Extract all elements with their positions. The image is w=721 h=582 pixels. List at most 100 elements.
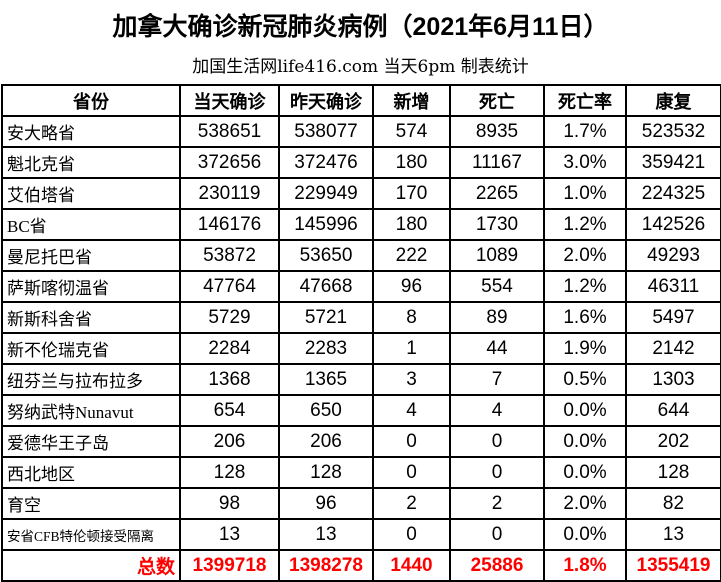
value-cell: 53650 — [278, 239, 374, 272]
value-cell: 650 — [278, 394, 374, 427]
value-cell: 0 — [372, 425, 451, 458]
total-deaths: 25886 — [449, 549, 545, 582]
value-cell: 13 — [179, 518, 280, 551]
province-cell: 纽芬兰与拉布拉多 — [1, 363, 181, 396]
value-cell: 4 — [372, 394, 451, 427]
province-cell: 曼尼托巴省 — [1, 239, 181, 272]
table-row: 纽芬兰与拉布拉多 1368 1365 3 7 0.5% 1303 — [1, 363, 721, 396]
value-cell: 170 — [372, 177, 451, 210]
table-row: 西北地区 128 128 0 0 0.0% 128 — [1, 456, 721, 489]
column-header-death-rate: 死亡率 — [543, 84, 627, 117]
value-cell: 8 — [372, 301, 451, 334]
value-cell: 98 — [179, 487, 280, 520]
value-cell: 372656 — [179, 146, 280, 179]
column-header-today-confirmed: 当天确诊 — [179, 84, 280, 117]
value-cell: 644 — [625, 394, 721, 427]
value-cell: 96 — [278, 487, 374, 520]
total-label: 总数 — [1, 549, 181, 582]
column-header-deaths: 死亡 — [449, 84, 545, 117]
value-cell: 2 — [449, 487, 545, 520]
value-cell: 5729 — [179, 301, 280, 334]
value-cell: 1.2% — [543, 270, 627, 303]
province-cell: 西北地区 — [1, 456, 181, 489]
value-cell: 574 — [372, 115, 451, 148]
value-cell: 1.7% — [543, 115, 627, 148]
value-cell: 3 — [372, 363, 451, 396]
province-cell: 艾伯塔省 — [1, 177, 181, 210]
value-cell: 180 — [372, 146, 451, 179]
value-cell: 554 — [449, 270, 545, 303]
province-cell: 安省CFB特伦顿接受隔离 — [1, 518, 181, 551]
value-cell: 11167 — [449, 146, 545, 179]
value-cell: 654 — [179, 394, 280, 427]
value-cell: 1.9% — [543, 332, 627, 365]
province-cell: 育空 — [1, 487, 181, 520]
table-row: 曼尼托巴省 53872 53650 222 1089 2.0% 49293 — [1, 239, 721, 272]
value-cell: 538077 — [278, 115, 374, 148]
table-row: 艾伯塔省 230119 229949 170 2265 1.0% 224325 — [1, 177, 721, 210]
value-cell: 1730 — [449, 208, 545, 241]
covid-stats-table: 省份 当天确诊 昨天确诊 新增 死亡 死亡率 康复 安大略省 538651 5380… — [1, 84, 721, 582]
total-new-cases: 1440 — [372, 549, 451, 582]
value-cell: 1303 — [625, 363, 721, 396]
total-recovered: 1355419 — [625, 549, 721, 582]
province-cell: 安大略省 — [1, 115, 181, 148]
value-cell: 5497 — [625, 301, 721, 334]
value-cell: 206 — [179, 425, 280, 458]
value-cell: 0.5% — [543, 363, 627, 396]
value-cell: 2.0% — [543, 487, 627, 520]
page-title: 加拿大确诊新冠肺炎病例（2021年6月11日） — [112, 13, 609, 41]
total-yesterday-confirmed: 1398278 — [278, 549, 374, 582]
value-cell: 47764 — [179, 270, 280, 303]
value-cell: 222 — [372, 239, 451, 272]
value-cell: 128 — [625, 456, 721, 489]
value-cell: 0.0% — [543, 456, 627, 489]
table-row: 安大略省 538651 538077 574 8935 1.7% 523532 — [1, 115, 721, 148]
total-row: 总数 1399718 1398278 1440 25886 1.8% 13554… — [1, 549, 721, 582]
value-cell: 1365 — [278, 363, 374, 396]
value-cell: 44 — [449, 332, 545, 365]
value-cell: 180 — [372, 208, 451, 241]
page-subtitle: 加国生活网life416.com 当天6pm 制表统计 — [192, 57, 529, 77]
table-row: 爱德华王子岛 206 206 0 0 0.0% 202 — [1, 425, 721, 458]
table-row: 安省CFB特伦顿接受隔离 13 13 0 0 0.0% 13 — [1, 518, 721, 551]
table-row: 萨斯喀彻温省 47764 47668 96 554 1.2% 46311 — [1, 270, 721, 303]
value-cell: 359421 — [625, 146, 721, 179]
value-cell: 145996 — [278, 208, 374, 241]
province-cell: BC省 — [1, 208, 181, 241]
value-cell: 1.6% — [543, 301, 627, 334]
value-cell: 1 — [372, 332, 451, 365]
province-cell: 魁北克省 — [1, 146, 181, 179]
value-cell: 13 — [278, 518, 374, 551]
value-cell: 13 — [625, 518, 721, 551]
province-cell: 新不伦瑞克省 — [1, 332, 181, 365]
value-cell: 7 — [449, 363, 545, 396]
province-cell: 新斯科舍省 — [1, 301, 181, 334]
value-cell: 4 — [449, 394, 545, 427]
column-header-recovered: 康复 — [625, 84, 721, 117]
value-cell: 0 — [449, 425, 545, 458]
value-cell: 538651 — [179, 115, 280, 148]
column-header-province: 省份 — [1, 84, 181, 117]
value-cell: 53872 — [179, 239, 280, 272]
table-row: 努纳武特Nunavut 654 650 4 4 0.0% 644 — [1, 394, 721, 427]
value-cell: 1089 — [449, 239, 545, 272]
value-cell: 2283 — [278, 332, 374, 365]
value-cell: 523532 — [625, 115, 721, 148]
value-cell: 0.0% — [543, 394, 627, 427]
table-row: 新不伦瑞克省 2284 2283 1 44 1.9% 2142 — [1, 332, 721, 365]
value-cell: 0 — [372, 456, 451, 489]
total-death-rate: 1.8% — [543, 549, 627, 582]
province-cell: 爱德华王子岛 — [1, 425, 181, 458]
value-cell: 1.0% — [543, 177, 627, 210]
value-cell: 2142 — [625, 332, 721, 365]
value-cell: 96 — [372, 270, 451, 303]
value-cell: 82 — [625, 487, 721, 520]
value-cell: 128 — [278, 456, 374, 489]
table-row: 魁北克省 372656 372476 180 11167 3.0% 359421 — [1, 146, 721, 179]
value-cell: 2284 — [179, 332, 280, 365]
value-cell: 206 — [278, 425, 374, 458]
value-cell: 5721 — [278, 301, 374, 334]
value-cell: 0.0% — [543, 425, 627, 458]
